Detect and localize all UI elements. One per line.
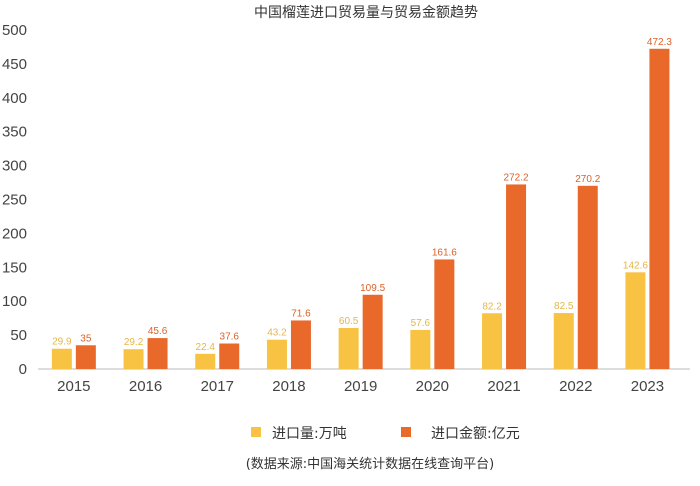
bar-value [147,338,168,369]
x-tick-label: 2023 [631,378,664,395]
y-tick-label: 450 [2,56,27,73]
bar-value [362,294,383,369]
y-tick-label: 500 [2,22,27,39]
chart-title: 中国榴莲进口贸易量与贸易金额趋势 [254,5,478,21]
legend-swatch-value [401,427,411,437]
y-tick-label: 250 [2,192,27,209]
data-label-volume: 142.6 [623,260,648,271]
bar-value [506,184,527,369]
bars: 29.9 35 29.2 45.6 22.4 37.6 43.2 71.6 60.5 109.5 5… [51,37,672,369]
data-label-value: 35 [80,333,92,344]
bar-value [434,259,455,369]
bar-value [290,320,311,369]
data-label-volume: 57.6 [411,318,431,329]
bar-volume [625,272,646,369]
y-tick-label: 200 [2,225,27,242]
data-label-volume: 82.5 [554,301,574,312]
bar-volume [338,327,359,369]
data-label-volume: 22.4 [196,342,216,353]
bar-volume [195,353,216,369]
data-label-value: 37.6 [220,332,240,343]
data-label-value: 45.6 [148,326,168,337]
bar-volume [266,339,287,369]
x-tick-label: 2022 [559,378,592,395]
data-label-value: 270.2 [575,174,600,185]
bar-value [577,185,598,369]
bar-volume [410,329,431,369]
bar-value [219,343,240,369]
bar-volume [482,313,503,369]
bar-value [75,345,96,369]
y-tick-label: 400 [2,90,27,107]
x-tick-label: 2015 [57,378,90,395]
x-tick-label: 2016 [129,378,162,395]
x-tick-label: 2019 [344,378,377,395]
bar-volume [123,349,144,369]
x-tick-label: 2021 [487,378,520,395]
data-label-value: 109.5 [360,283,385,294]
legend-label-value: 进口金额:亿元 [431,426,520,442]
y-tick-label: 100 [2,293,27,310]
data-label-value: 71.6 [291,308,311,319]
y-tick-label: 300 [2,158,27,175]
y-tick-label: 150 [2,259,27,276]
y-tick-label: 350 [2,124,27,141]
x-tick-label: 2018 [272,378,305,395]
data-label-volume: 43.2 [267,328,287,339]
data-label-volume: 60.5 [339,316,359,327]
x-axis: 2015 2016 2017 2018 2019 2020 2021 2022 2023 [57,378,664,395]
bar-volume [553,313,574,369]
data-label-value: 472.3 [647,37,672,48]
x-tick-label: 2020 [416,378,449,395]
y-axis: 0 50 100 150 200 250 300 350 400 450 500 [2,22,27,378]
source-note: (数据来源:中国海关统计数据在线查询平台) [246,457,495,472]
legend-swatch-volume [251,427,261,437]
x-tick-label: 2017 [201,378,234,395]
data-label-value: 272.2 [504,172,529,183]
bar-volume [51,348,72,369]
data-label-volume: 29.9 [52,337,72,348]
bar-value [649,48,670,369]
data-label-volume: 29.2 [124,337,144,348]
data-label-value: 161.6 [432,247,457,258]
y-tick-label: 0 [19,361,27,378]
data-label-volume: 82.2 [482,301,502,312]
legend: 进口量:万吨 进口金额:亿元 [251,426,520,442]
y-tick-label: 50 [10,327,27,344]
legend-label-volume: 进口量:万吨 [272,426,347,442]
